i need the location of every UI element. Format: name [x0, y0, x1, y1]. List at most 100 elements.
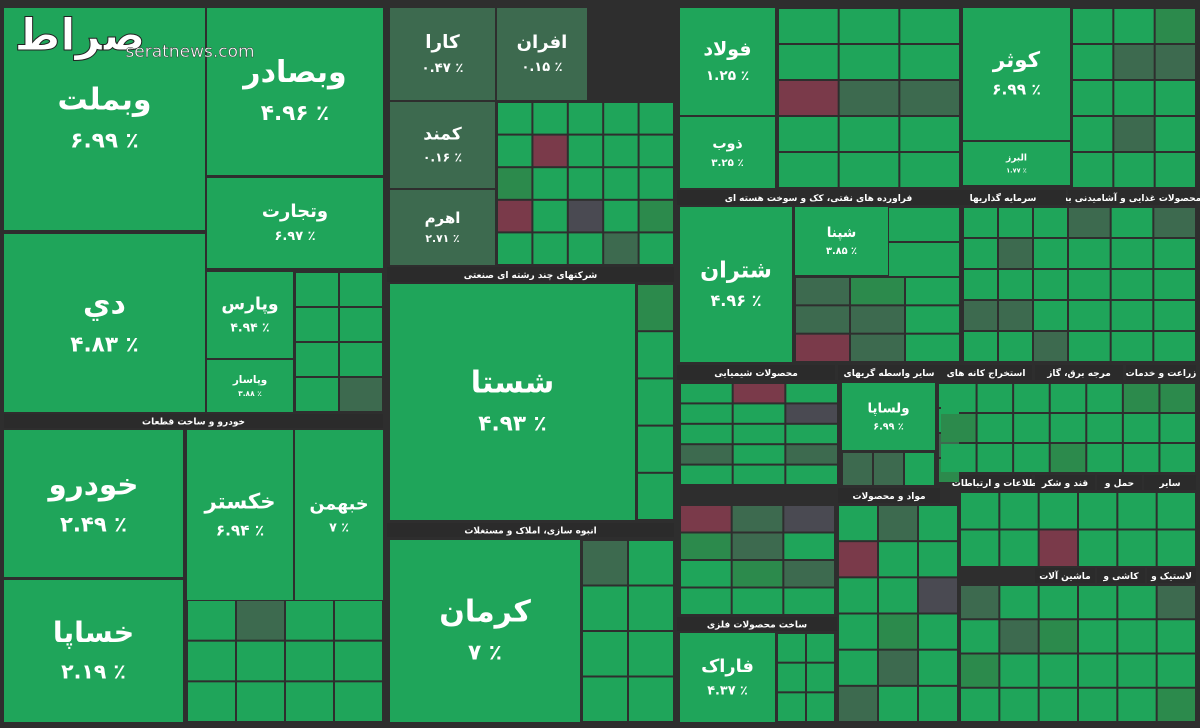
small-tile [941, 444, 976, 472]
tile-bg [680, 8, 775, 115]
small-tile [639, 233, 673, 264]
small-tile [498, 103, 532, 134]
small-tile [188, 641, 235, 681]
small-tile [879, 686, 917, 721]
tile-change: ۲.۴۹ ٪ [60, 512, 127, 537]
small-tile [286, 641, 333, 681]
small-tile [900, 45, 959, 79]
small-tile [498, 135, 532, 167]
small-tile [1118, 688, 1156, 721]
small-tile [296, 308, 338, 341]
tile-name: کوثر [992, 48, 1041, 73]
sector-title: محصولات شیمیایی [714, 369, 798, 379]
tile-name: اهرم [425, 209, 461, 227]
small-tile [732, 506, 783, 532]
small-tile [784, 561, 834, 587]
small-tile [1073, 9, 1113, 43]
small-tile [733, 404, 785, 423]
small-tile [568, 135, 603, 167]
tile-bg [497, 8, 587, 100]
small-tile [1111, 239, 1153, 268]
small-tile [1073, 153, 1113, 187]
small-tile [1114, 153, 1154, 187]
stock-tile: ولساپا ۶.۹۹ ٪ [842, 383, 935, 450]
sector-bar [387, 523, 674, 537]
small-tile [733, 424, 785, 444]
small-tile [964, 301, 997, 330]
small-tile [1111, 208, 1153, 237]
small-tile [188, 682, 235, 721]
small-tile [839, 9, 899, 43]
small-tile [779, 81, 838, 115]
small-tile [941, 384, 976, 412]
small-tile [1039, 620, 1077, 653]
tile-name: شتران [700, 258, 772, 284]
tile-name: وبصادر [241, 55, 346, 90]
sector-title: سایر [1158, 479, 1180, 489]
tile-change: ۴.۹۳ ٪ [478, 412, 546, 437]
sector-bar [1035, 568, 1095, 583]
tile-change: ۷ ٪ [468, 641, 502, 666]
stock-tile: وپاسار ۳.۸۸ ٪ [207, 360, 293, 412]
small-tile [1157, 654, 1195, 687]
tile-change: ۰.۱۵ ٪ [521, 60, 562, 75]
small-tile [1014, 414, 1049, 442]
small-tile [879, 506, 917, 541]
tile-name: شستا [471, 366, 555, 401]
sector-title: مواد و محصولات [852, 492, 925, 502]
small-tile [905, 453, 934, 485]
small-tile [638, 332, 673, 378]
small-tile [733, 384, 785, 403]
sector-title: فراورده های نفتی، کک و سوخت هسته ای [725, 194, 913, 204]
stock-tile: شتران ۴.۹۶ ٪ [680, 207, 792, 362]
tile-bg [4, 8, 205, 230]
small-tile [784, 506, 834, 532]
small-tile [1123, 414, 1159, 442]
tile-name: وپاسار [232, 374, 267, 386]
small-tile [681, 445, 732, 464]
small-tile [1111, 332, 1153, 361]
stock-tile: وتجارت ۶.۹۷ ٪ [207, 178, 383, 268]
small-tile [604, 168, 638, 199]
tile-change: ۶.۹۴ ٪ [216, 521, 264, 539]
small-tile [681, 533, 731, 559]
small-tile [1118, 586, 1156, 619]
tile-change: ۳.۲۵ ٪ [711, 158, 743, 169]
small-tile [1014, 384, 1049, 412]
small-tile [681, 404, 732, 423]
small-tile [1087, 414, 1122, 442]
small-tile [839, 650, 877, 685]
stock-tile: ذوب ۳.۲۵ ٪ [680, 117, 775, 188]
small-tile [296, 343, 338, 376]
small-tile [1155, 45, 1195, 79]
small-tile [1073, 117, 1113, 151]
sector-title: استخراج کانه های [947, 369, 1026, 379]
stock-tile: فاراک ۴.۳۷ ٪ [680, 633, 775, 722]
small-tile [604, 233, 638, 264]
sector-title: انبوه سازی، املاک و مستغلات [464, 527, 596, 537]
small-tile [879, 650, 917, 685]
tile-bg [390, 102, 495, 188]
small-tile [779, 9, 838, 43]
tile-name: ولساپا [867, 401, 909, 416]
small-tile [1079, 688, 1117, 721]
small-tile [1039, 586, 1077, 619]
small-tile [681, 424, 732, 444]
tile-name: خكستر [204, 488, 276, 513]
small-tile [964, 208, 997, 237]
small-tile [851, 278, 904, 305]
small-tile [733, 465, 785, 484]
small-tile [906, 306, 959, 333]
small-tile [1039, 530, 1077, 566]
tile-change: ۴.۸۳ ٪ [70, 333, 138, 358]
stock-tile: شستا ۴.۹۳ ٪ [390, 284, 635, 520]
sector-bar [677, 365, 835, 380]
tile-name: افران [517, 32, 568, 53]
small-tile [919, 650, 957, 685]
small-tile [237, 601, 284, 640]
small-tile [335, 601, 382, 640]
small-tile [961, 586, 999, 619]
small-tile [964, 270, 997, 299]
stock-tile: فولاد ۱.۲۵ ٪ [680, 8, 775, 115]
small-tile [1087, 444, 1122, 472]
